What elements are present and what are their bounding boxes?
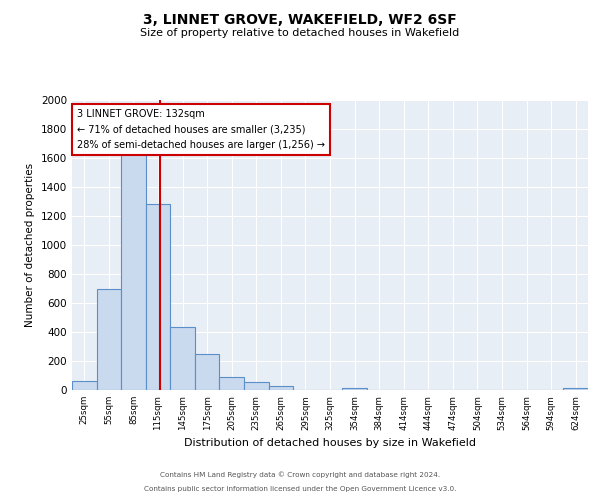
X-axis label: Distribution of detached houses by size in Wakefield: Distribution of detached houses by size … — [184, 438, 476, 448]
Bar — [146, 204, 170, 390]
Bar — [195, 354, 220, 390]
Bar — [244, 382, 269, 390]
Bar — [563, 388, 588, 390]
Bar — [121, 153, 146, 390]
Text: Contains public sector information licensed under the Open Government Licence v3: Contains public sector information licen… — [144, 486, 456, 492]
Text: 3, LINNET GROVE, WAKEFIELD, WF2 6SF: 3, LINNET GROVE, WAKEFIELD, WF2 6SF — [143, 12, 457, 26]
Bar — [97, 289, 121, 390]
Bar — [170, 327, 195, 390]
Bar — [220, 377, 244, 390]
Text: Size of property relative to detached houses in Wakefield: Size of property relative to detached ho… — [140, 28, 460, 38]
Y-axis label: Number of detached properties: Number of detached properties — [25, 163, 35, 327]
Bar — [342, 388, 367, 390]
Text: 3 LINNET GROVE: 132sqm
← 71% of detached houses are smaller (3,235)
28% of semi-: 3 LINNET GROVE: 132sqm ← 71% of detached… — [77, 108, 325, 150]
Bar — [269, 386, 293, 390]
Text: Contains HM Land Registry data © Crown copyright and database right 2024.: Contains HM Land Registry data © Crown c… — [160, 471, 440, 478]
Bar — [72, 380, 97, 390]
